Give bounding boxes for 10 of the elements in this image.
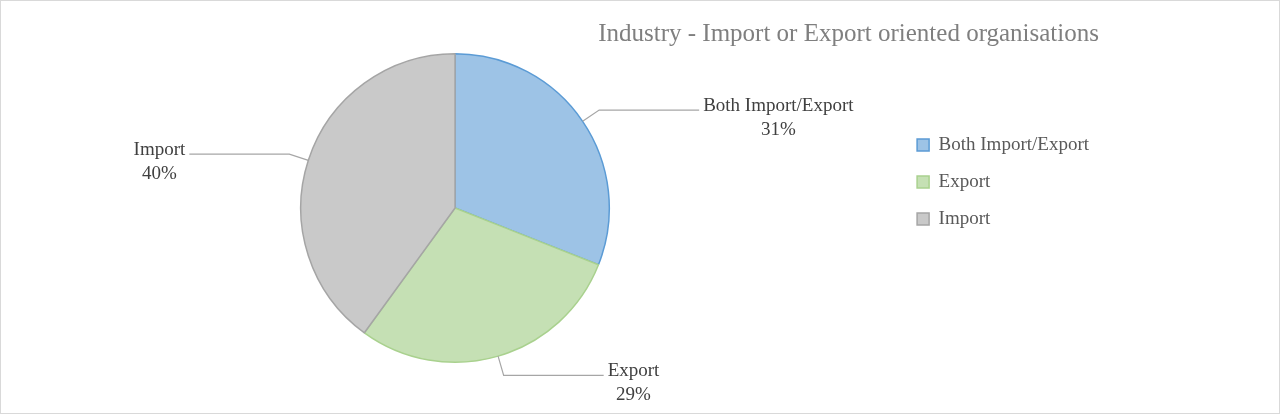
data-label: 40% [142, 162, 178, 184]
legend-label: Export [938, 169, 992, 191]
slice-label: Import [133, 138, 187, 160]
data-label: 29% [616, 383, 652, 405]
chart-title: Industry - Import or Export oriented organisations [598, 18, 1099, 46]
legend-label: Import [938, 206, 992, 228]
slice-label: Both Import/Export [703, 94, 855, 116]
slice-label: Export [607, 359, 661, 381]
data-label: 31% [760, 118, 796, 140]
legend-label: Both Import/Export [938, 132, 1090, 154]
